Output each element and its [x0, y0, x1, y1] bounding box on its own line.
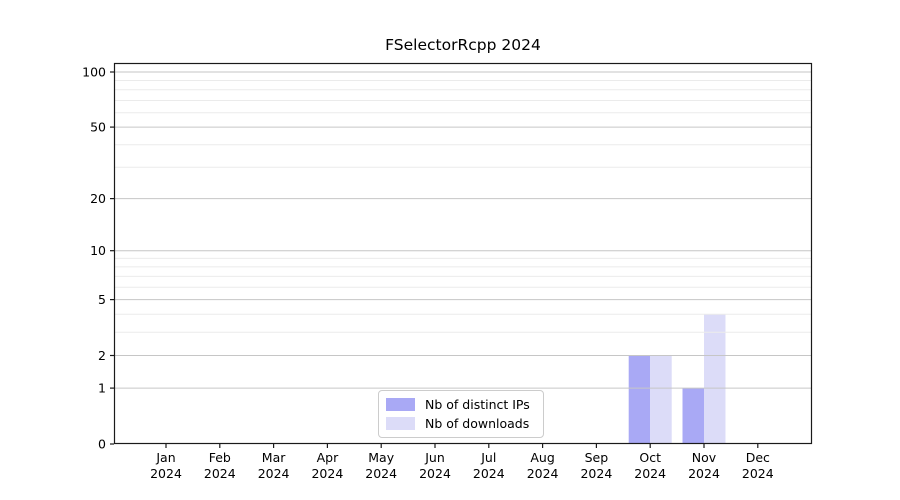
x-tick-label-month: Nov — [692, 450, 717, 465]
legend-item-downloads: Nb of downloads — [386, 416, 536, 431]
legend-label-distinct-ips: Nb of distinct IPs — [425, 397, 530, 412]
y-tick-label: 20 — [90, 191, 106, 206]
y-tick-label: 50 — [90, 120, 106, 135]
x-tick-label-year: 2024 — [473, 466, 505, 481]
plot-border — [113, 62, 813, 445]
x-tick-label-month: Jun — [424, 450, 445, 465]
x-tick-label-year: 2024 — [527, 466, 559, 481]
x-tick-label-year: 2024 — [742, 466, 774, 481]
bar-series1-oct — [650, 355, 672, 444]
bar-series0-nov — [682, 388, 704, 444]
x-tick-label-month: Aug — [530, 450, 554, 465]
x-tick-label-year: 2024 — [419, 466, 451, 481]
bar-series1-nov — [704, 314, 726, 444]
x-tick-label-year: 2024 — [688, 466, 720, 481]
x-tick-label-year: 2024 — [204, 466, 236, 481]
x-tick-label-month: Oct — [639, 450, 661, 465]
x-tick-label-month: May — [368, 450, 394, 465]
x-tick-label-month: Dec — [746, 450, 770, 465]
y-tick-label: 5 — [98, 292, 106, 307]
y-tick-label: 10 — [90, 243, 106, 258]
x-tick-label-year: 2024 — [634, 466, 666, 481]
x-tick-label-month: Jul — [480, 450, 496, 465]
legend-swatch-downloads — [386, 417, 415, 430]
legend-item-distinct-ips: Nb of distinct IPs — [386, 397, 536, 412]
x-tick-label-month: Mar — [262, 450, 286, 465]
bar-series0-oct — [628, 355, 651, 444]
y-tick-label: 0 — [98, 437, 106, 452]
x-tick-label-year: 2024 — [150, 466, 182, 481]
x-tick-label-year: 2024 — [258, 466, 290, 481]
x-tick-label-month: Jan — [155, 450, 175, 465]
x-tick-label-year: 2024 — [311, 466, 343, 481]
x-tick-label-month: Sep — [585, 450, 609, 465]
y-tick-label: 2 — [98, 348, 106, 363]
y-tick-label: 100 — [82, 65, 106, 80]
y-tick-label: 1 — [98, 381, 106, 396]
x-tick-label-year: 2024 — [365, 466, 397, 481]
x-tick-label-year: 2024 — [580, 466, 612, 481]
x-tick-label-month: Feb — [209, 450, 231, 465]
legend-label-downloads: Nb of downloads — [425, 416, 530, 431]
x-tick-label-month: Apr — [317, 450, 339, 465]
chart-title: FSelectorRcpp 2024 — [385, 36, 541, 54]
legend: Nb of distinct IPs Nb of downloads — [378, 390, 544, 438]
legend-swatch-distinct-ips — [386, 398, 415, 411]
